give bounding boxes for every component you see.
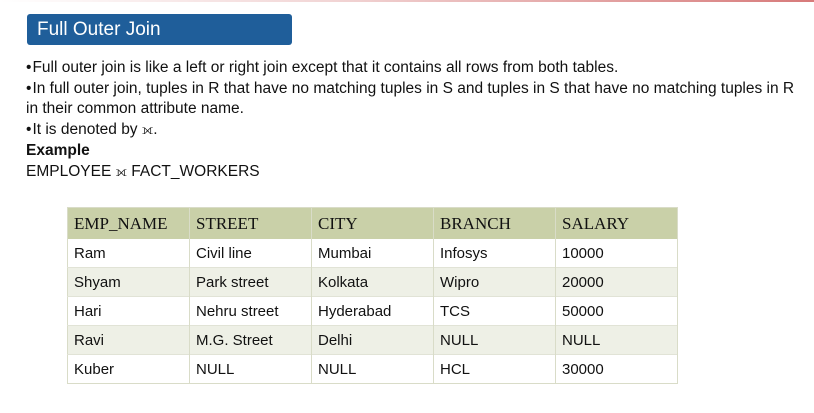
table-cell: NULL bbox=[189, 354, 312, 384]
table-row: Hari Nehru street Hyderabad TCS 50000 bbox=[67, 296, 678, 326]
table-cell: Mumbai bbox=[311, 239, 434, 268]
table-cell: NULL bbox=[311, 354, 434, 384]
example-expression: EMPLOYEE ⟗ FACT_WORKERS bbox=[26, 162, 796, 184]
table-cell: 20000 bbox=[555, 267, 678, 297]
table-cell: Delhi bbox=[311, 325, 434, 355]
table-cell: 10000 bbox=[555, 239, 678, 268]
table-row: Ravi M.G. Street Delhi NULL NULL bbox=[67, 325, 678, 355]
table-row: Ram Civil line Mumbai Infosys 10000 bbox=[67, 239, 678, 268]
bullet-text: It is denoted by bbox=[32, 120, 142, 138]
column-header-branch: BRANCH bbox=[433, 207, 556, 239]
example-heading: Example bbox=[26, 142, 90, 159]
table-cell: Ram bbox=[67, 239, 190, 268]
table-row: Kuber NULL NULL HCL 30000 bbox=[67, 354, 678, 384]
table-row: Shyam Park street Kolkata Wipro 20000 bbox=[67, 267, 678, 297]
table-cell: Kolkata bbox=[311, 267, 434, 297]
full-outer-join-symbol: ⟗ bbox=[115, 164, 127, 180]
column-header-street: STREET bbox=[189, 207, 312, 239]
table-header-row: EMP_NAME STREET CITY BRANCH SALARY bbox=[67, 207, 678, 239]
bullet-text-end: . bbox=[153, 120, 158, 138]
bullet-marker: • bbox=[26, 120, 32, 138]
slide-title-bar: Full Outer Join bbox=[27, 14, 292, 45]
table-cell: Shyam bbox=[67, 267, 190, 297]
table-cell: M.G. Street bbox=[189, 325, 312, 355]
table-cell: Civil line bbox=[189, 239, 312, 268]
column-header-salary: SALARY bbox=[555, 207, 678, 239]
table-cell: Infosys bbox=[433, 239, 556, 268]
full-outer-join-symbol: ⟗ bbox=[141, 122, 154, 138]
result-table: EMP_NAME STREET CITY BRANCH SALARY Ram C… bbox=[67, 207, 678, 384]
column-header-city: CITY bbox=[311, 207, 434, 239]
table-cell: Wipro bbox=[433, 267, 556, 297]
table-cell: Hyderabad bbox=[311, 296, 434, 326]
example-left-relation: EMPLOYEE bbox=[26, 162, 116, 180]
table-cell: Hari bbox=[67, 296, 190, 326]
column-header-emp-name: EMP_NAME bbox=[67, 207, 190, 239]
table-cell: NULL bbox=[555, 325, 678, 355]
bullet-marker: • bbox=[26, 79, 32, 97]
table-cell: NULL bbox=[433, 325, 556, 355]
slide-body: •Full outer join is like a left or right… bbox=[26, 58, 796, 183]
bullet-notation: •It is denoted by ⟗. bbox=[26, 120, 796, 142]
bullet-marker: • bbox=[26, 59, 32, 76]
table-cell: Kuber bbox=[67, 354, 190, 384]
bullet-text: In full outer join, tuples in R that hav… bbox=[26, 79, 795, 118]
bullet-text: Full outer join is like a left or right … bbox=[32, 59, 619, 76]
table-cell: 50000 bbox=[555, 296, 678, 326]
example-right-relation: FACT_WORKERS bbox=[126, 162, 260, 180]
table-cell: TCS bbox=[433, 296, 556, 326]
slide-title: Full Outer Join bbox=[37, 19, 161, 40]
bullet-description: •In full outer join, tuples in R that ha… bbox=[26, 79, 796, 120]
table-cell: Nehru street bbox=[189, 296, 312, 326]
table-cell: HCL bbox=[433, 354, 556, 384]
top-accent-line bbox=[0, 0, 814, 2]
bullet-definition: •Full outer join is like a left or right… bbox=[26, 58, 796, 79]
table-cell: 30000 bbox=[555, 354, 678, 384]
table-cell: Park street bbox=[189, 267, 312, 297]
table-cell: Ravi bbox=[67, 325, 190, 355]
